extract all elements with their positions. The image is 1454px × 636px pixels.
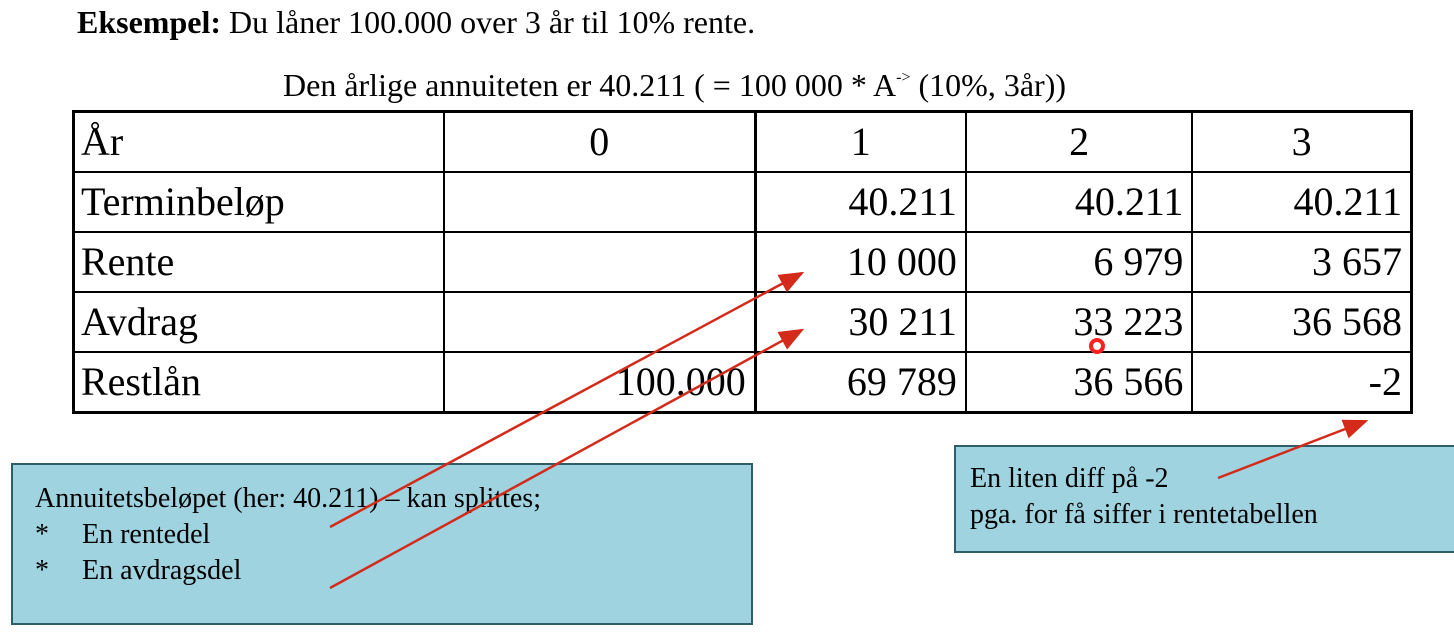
table-cell: 100.000 bbox=[442, 351, 757, 414]
row-label: Avdrag bbox=[71, 291, 445, 353]
list-item: * En rentedel bbox=[35, 517, 729, 553]
table-cell: 40.211 bbox=[753, 171, 967, 233]
table-cell: 3 657 bbox=[1191, 231, 1414, 293]
callout-text: En liten diff på -2 bbox=[970, 463, 1169, 494]
cell-year-3: 3 bbox=[1191, 110, 1414, 173]
annuity-text: Den årlige annuiteten er 40.211 ( = 100 … bbox=[283, 67, 897, 103]
table-cell: 36 566 bbox=[964, 351, 1194, 414]
table-cell: -2 bbox=[1191, 351, 1414, 414]
table-row-restlan: Restlån 100.000 69 789 36 566 -2 bbox=[71, 351, 1414, 414]
table-cell bbox=[442, 231, 757, 293]
row-label: Restlån bbox=[71, 351, 445, 414]
example-text: Du låner 100.000 over 3 år til 10% rente… bbox=[221, 4, 756, 40]
cell-year-2: 2 bbox=[964, 110, 1194, 173]
callout-text: pga. for få siffer i rentetabellen bbox=[970, 499, 1318, 530]
table-row-year: År 0 1 2 3 bbox=[71, 110, 1414, 173]
table-row-rente: Rente 10 000 6 979 3 657 bbox=[71, 231, 1414, 293]
cell-year-1: 1 bbox=[753, 110, 967, 173]
annuity-superscript: -> bbox=[896, 69, 911, 86]
bullet-star: * bbox=[35, 519, 49, 550]
table-cell: 69 789 bbox=[753, 351, 967, 414]
row-label: År bbox=[71, 110, 445, 173]
rounding-diff-callout: En liten diff på -2 pga. for få siffer i… bbox=[954, 445, 1454, 553]
table-row-terminbelop: Terminbeløp 40.211 40.211 40.211 bbox=[71, 171, 1414, 233]
table-cell: 36 568 bbox=[1191, 291, 1414, 353]
annuity-line: Den årlige annuiteten er 40.211 ( = 100 … bbox=[283, 58, 1066, 105]
row-label: Rente bbox=[71, 231, 445, 293]
callout-text: Annuitetsbeløpet (her: 40.211) – kan spl… bbox=[35, 483, 541, 514]
repayment-table: År 0 1 2 3 Terminbeløp 40.211 40.211 40.… bbox=[71, 110, 1414, 414]
table-cell: 6 979 bbox=[964, 231, 1194, 293]
bullet-text-principal: En avdragsdel bbox=[82, 555, 242, 586]
annuity-split-callout: Annuitetsbeløpet (her: 40.211) – kan spl… bbox=[11, 463, 753, 625]
bullet-text-interest: En rentedel bbox=[82, 519, 211, 550]
table-cell bbox=[442, 291, 757, 353]
bullet-star: * bbox=[35, 555, 49, 586]
list-item: * En avdragsdel bbox=[35, 553, 729, 589]
table-cell bbox=[442, 171, 757, 233]
table-cell: 33 223 bbox=[964, 291, 1194, 353]
annuity-text-end: (10%, 3år)) bbox=[910, 67, 1066, 103]
row-label: Terminbeløp bbox=[71, 171, 445, 233]
table-cell: 40.211 bbox=[1191, 171, 1414, 233]
example-heading: Eksempel: Du låner 100.000 over 3 år til… bbox=[77, 2, 755, 42]
table-cell: 30 211 bbox=[753, 291, 967, 353]
table-cell: 40.211 bbox=[964, 171, 1194, 233]
example-label: Eksempel: bbox=[77, 4, 221, 40]
table-cell: 10 000 bbox=[753, 231, 967, 293]
cell-year-0: 0 bbox=[442, 110, 757, 173]
table-row-avdrag: Avdrag 30 211 33 223 36 568 bbox=[71, 291, 1414, 353]
